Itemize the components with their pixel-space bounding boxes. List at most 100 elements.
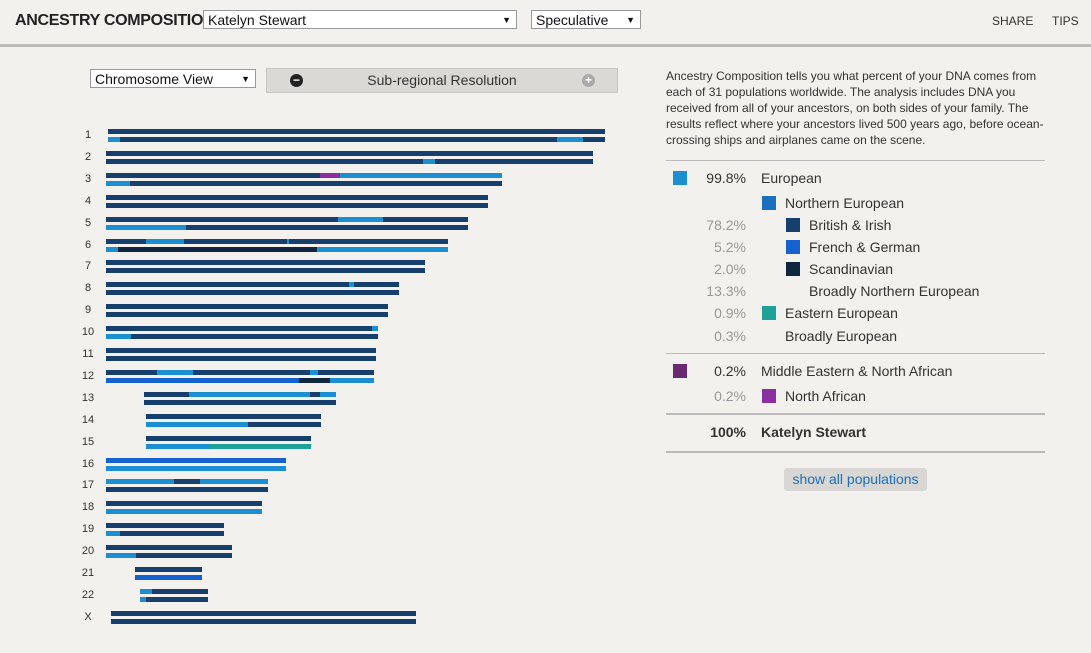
chromosome-bar: [106, 326, 378, 332]
population-name: Broadly Northern European: [809, 283, 980, 299]
chromosome-bar: [146, 413, 321, 419]
separator: [666, 353, 1045, 354]
chromosome-label: 8: [84, 282, 92, 295]
chromosome-bar: [106, 268, 425, 274]
app-title: ANCESTRY COMPOSITION: [15, 12, 215, 29]
percent: 0.2%: [714, 388, 746, 404]
population-name: Eastern European: [785, 305, 898, 321]
chromosome-bar: [106, 194, 488, 200]
ancestry-segment: [299, 377, 330, 383]
chromosome-bar: [106, 224, 468, 230]
chromosome-bar: [106, 312, 388, 318]
swatch: [762, 389, 776, 403]
percent: 13.3%: [706, 283, 746, 299]
chromosome-bar: [146, 435, 311, 441]
chromosome-label: 19: [81, 523, 95, 536]
population-name: Middle Eastern & North African: [761, 363, 953, 379]
chromosome-bar: [108, 137, 605, 142]
minus-button[interactable]: −: [290, 74, 303, 87]
chromosome-bar: [111, 610, 416, 616]
plus-button[interactable]: +: [582, 74, 595, 87]
ancestry-segment: [310, 369, 318, 375]
ancestry-segment: [287, 238, 289, 244]
swatch: [762, 306, 776, 320]
population-name: Scandinavian: [809, 261, 894, 277]
mode-select[interactable]: Speculative: [531, 10, 641, 30]
chromosome-label: 2: [84, 150, 92, 163]
population-name: Broadly European: [785, 328, 898, 344]
chromosome-bar: [106, 202, 488, 208]
ancestry-segment: [106, 553, 136, 559]
chromosome-bar: [135, 567, 202, 572]
chromosome-bar: [106, 487, 268, 493]
chromosome-bar: [144, 399, 336, 405]
profile-select[interactable]: Katelyn Stewart: [203, 10, 517, 30]
chromosome-label: 9: [84, 304, 92, 317]
percent: 0.2%: [714, 363, 746, 379]
separator: [666, 413, 1045, 415]
chromosome-label: 1: [84, 129, 92, 141]
ancestry-segment: [189, 391, 336, 397]
ancestry-segment: [157, 369, 193, 375]
ancestry-segment: [146, 443, 210, 449]
chromosome-bar: [106, 260, 425, 266]
ancestry-segment: [310, 391, 320, 397]
ancestry-segment: [423, 158, 435, 164]
chromosome-bar: [111, 618, 416, 624]
swatch: [762, 196, 776, 210]
chromosome-label: 17: [81, 479, 95, 492]
ancestry-segment: [140, 596, 146, 602]
population-name: Northern European: [785, 195, 905, 211]
chromosome-label: 14: [81, 413, 95, 426]
resolution-label: Sub-regional Resolution: [367, 72, 517, 88]
ancestry-segment: [338, 216, 383, 222]
chromosome-bar: [106, 282, 399, 288]
chromosome-bar: [106, 290, 399, 296]
population-name: British & Irish: [809, 217, 892, 233]
chromosome-label: 13: [81, 391, 95, 404]
resolution-slider[interactable]: − Sub-regional Resolution +: [266, 68, 618, 93]
chromosome-label: 6: [84, 238, 92, 251]
chromosome-bar: [106, 531, 224, 537]
chromosome-label: 3: [84, 172, 92, 185]
separator: [666, 160, 1045, 161]
ancestry-segment: [106, 465, 286, 471]
chromosome-label: 15: [81, 435, 95, 448]
chromosome-bar: [140, 588, 208, 594]
population-name: North African: [785, 388, 866, 404]
share-link[interactable]: SHARE: [992, 14, 1034, 28]
ancestry-segment: [106, 457, 286, 463]
chromosome-label: 12: [81, 369, 95, 382]
tips-link[interactable]: TIPS: [1052, 14, 1079, 28]
chromosome-bar: [106, 158, 593, 164]
show-all-button[interactable]: show all populations: [784, 468, 927, 491]
description: Ancestry Composition tells you what perc…: [666, 69, 1044, 147]
percent: 0.9%: [714, 305, 746, 321]
chromosome-bar: [106, 304, 388, 310]
chromosome-bar: [106, 216, 468, 222]
ancestry-segment: [330, 377, 374, 383]
ancestry-segment: [210, 443, 311, 449]
swatch: [673, 171, 687, 185]
chromosome-label: 18: [81, 501, 95, 514]
ancestry-segment: [106, 531, 120, 537]
chromosome-bar: [106, 479, 268, 485]
chromosome-label: 16: [81, 457, 95, 470]
ancestry-segment: [106, 224, 186, 230]
separator: [666, 451, 1045, 453]
ancestry-segment: [106, 348, 376, 353]
ancestry-segment: [135, 575, 202, 580]
chromosome-bar: [106, 334, 378, 340]
view-select[interactable]: Chromosome View: [90, 69, 256, 89]
chromosome-bar: [108, 129, 605, 134]
ancestry-segment: [317, 246, 448, 252]
population-name: French & German: [809, 239, 921, 255]
swatch: [673, 364, 687, 378]
ancestry-segment: [106, 479, 174, 485]
percent: 99.8%: [706, 170, 746, 186]
population-name: Katelyn Stewart: [761, 424, 867, 440]
chromosome-label: 5: [84, 216, 92, 229]
percent: 100%: [710, 424, 746, 440]
ancestry-segment: [106, 180, 130, 186]
